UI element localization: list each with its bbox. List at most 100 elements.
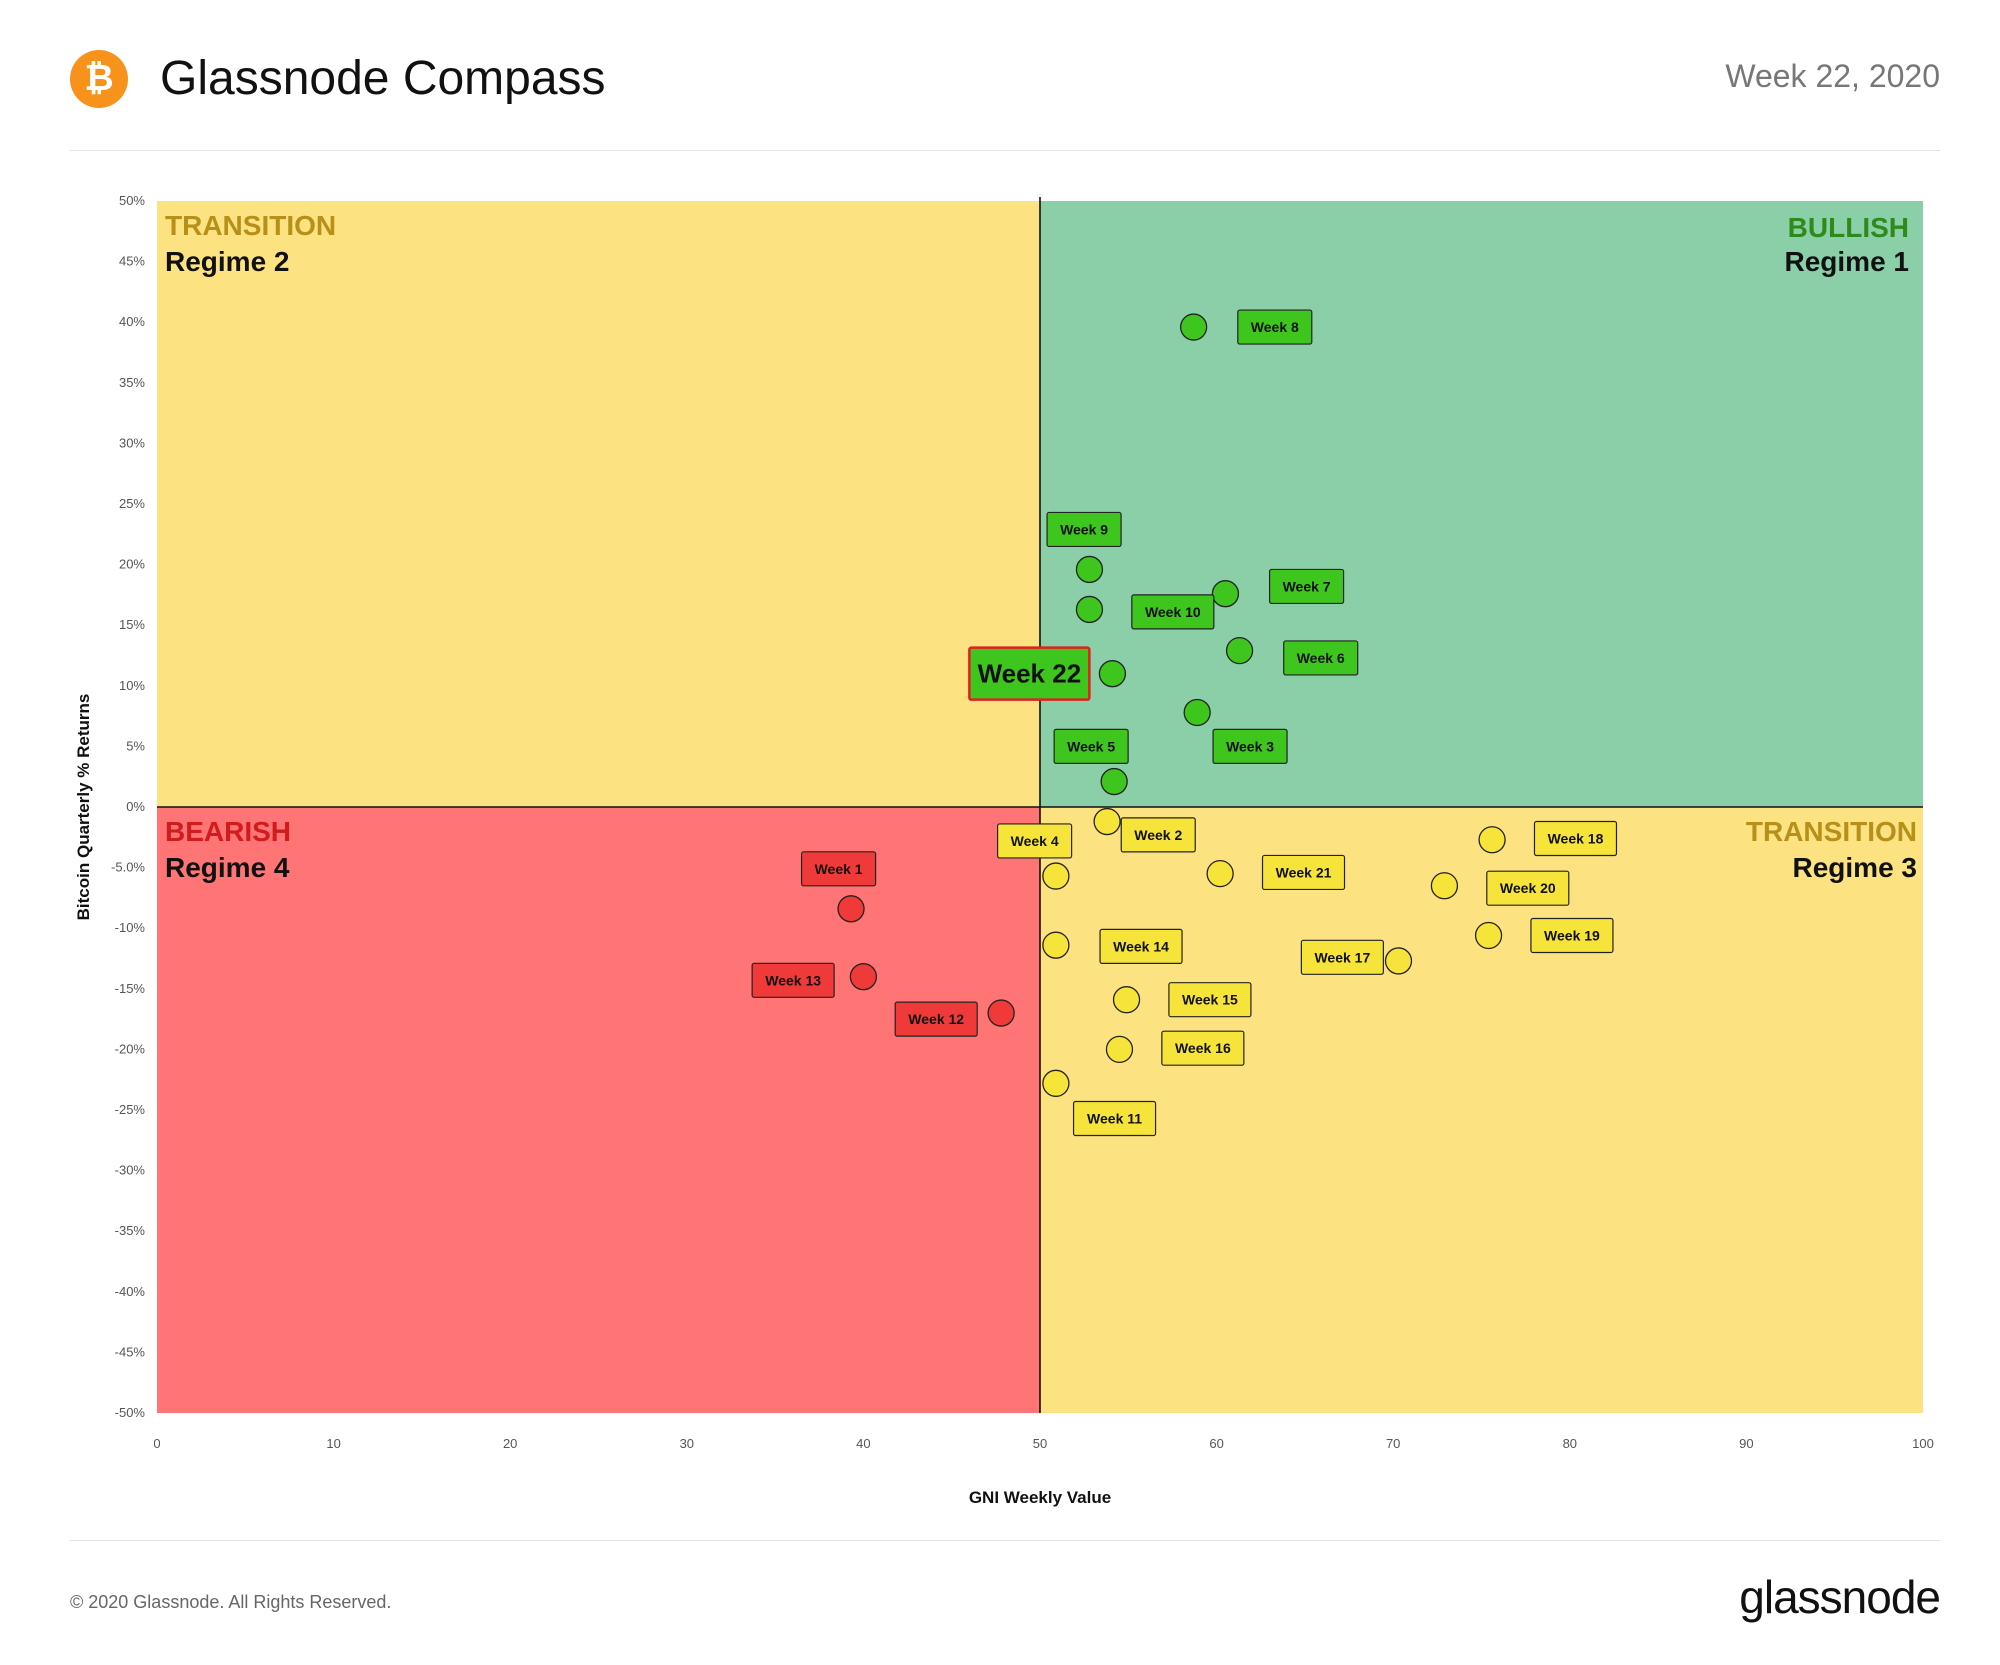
point-label-box: [894, 1001, 978, 1037]
point-label: Week 15: [1182, 992, 1238, 1008]
point-label: Week 18: [1548, 831, 1604, 847]
y-tick-label: -20%: [115, 1041, 146, 1056]
point-label: Week 8: [1251, 319, 1299, 335]
data-point-week-22: Week 22: [968, 646, 1127, 701]
point-label: Week 9: [1060, 521, 1108, 537]
point-label-box: [1120, 817, 1196, 853]
point-label-box: [1530, 917, 1614, 954]
point-label-box: [1283, 640, 1359, 676]
point-marker: [1179, 313, 1208, 341]
point-marker: [1075, 555, 1104, 584]
quadrant-regime-3: [1040, 807, 1923, 1413]
point-marker: [849, 963, 878, 991]
data-point-week-6: Week 6: [1225, 637, 1359, 676]
quadrant-regime-2: [157, 201, 1040, 807]
data-point-week-17: Week 17: [1300, 939, 1413, 975]
point-label-box: [1072, 1100, 1157, 1137]
point-label-box: [1053, 728, 1129, 765]
copyright-text: © 2020 Glassnode. All Rights Reserved.: [70, 1592, 392, 1612]
data-point-week-13: Week 13: [751, 962, 878, 998]
glassnode-logo: glassnode: [1739, 1571, 1941, 1623]
point-marker: [1093, 807, 1121, 836]
point-marker: [1211, 580, 1240, 608]
point-marker: [1474, 921, 1503, 950]
point-label: Week 5: [1067, 738, 1115, 754]
point-marker: [1112, 986, 1141, 1014]
point-label: Week 2: [1134, 827, 1182, 843]
data-point-week-15: Week 15: [1112, 982, 1252, 1018]
page-title: Glassnode Compass: [160, 52, 606, 105]
point-label: Week 19: [1544, 927, 1600, 943]
point-label-box: [1212, 728, 1288, 765]
point-label-box: [1099, 928, 1183, 964]
header: ₿ Glassnode Compass Week 22, 2020: [70, 40, 1940, 160]
point-label-box: [1168, 982, 1252, 1018]
data-point-week-16: Week 16: [1105, 1030, 1245, 1066]
q2-regime: Regime 2: [165, 246, 290, 277]
point-label-box: [997, 823, 1073, 859]
point-label: Week 1: [815, 861, 863, 877]
x-axis-title: GNI Weekly Value: [969, 1488, 1111, 1507]
data-point-week-21: Week 21: [1206, 854, 1346, 891]
y-axis-title: Bitcoin Quarterly % Returns: [74, 694, 93, 921]
x-tick-label: 80: [1563, 1436, 1577, 1451]
point-label: Week 11: [1087, 1110, 1142, 1126]
point-label-box: [751, 962, 835, 998]
data-point-week-2: Week 2: [1093, 807, 1196, 853]
y-tick-label: 10%: [119, 678, 145, 693]
x-tick-label: 90: [1739, 1436, 1753, 1451]
point-marker: [1042, 1069, 1070, 1097]
y-tick-label: 30%: [119, 435, 145, 450]
point-label: Week 4: [1011, 833, 1059, 849]
y-tick-label: -30%: [115, 1163, 146, 1178]
x-tick-label: 10: [326, 1436, 340, 1451]
point-marker: [837, 895, 865, 923]
x-tick-label: 70: [1386, 1436, 1400, 1451]
x-tick-label: 100: [1912, 1436, 1934, 1451]
point-label: Week 20: [1500, 880, 1556, 896]
data-point-week-11: Week 11: [1042, 1069, 1157, 1137]
point-label-box: [1161, 1030, 1245, 1066]
y-tick-label: -40%: [115, 1284, 146, 1299]
point-marker: [1105, 1035, 1134, 1064]
y-tick-label: 40%: [119, 314, 145, 329]
point-marker: [1042, 931, 1070, 959]
point-marker: [987, 999, 1015, 1027]
x-tick-label: 20: [503, 1436, 517, 1451]
point-label: Week 21: [1276, 864, 1332, 880]
point-label: Week 10: [1145, 604, 1201, 620]
y-tick-label: -5.0%: [111, 860, 145, 875]
data-point-week-9: Week 9: [1046, 511, 1122, 584]
bitcoin-logo-icon: ₿: [70, 50, 128, 108]
point-label: Week 6: [1297, 650, 1345, 666]
point-marker: [1075, 595, 1104, 624]
x-tick-label: 0: [153, 1436, 160, 1451]
y-tick-label: -15%: [115, 981, 146, 996]
point-label-box: [1486, 870, 1570, 906]
x-tick-label: 50: [1033, 1436, 1047, 1451]
point-label-box: [1300, 939, 1384, 975]
q4-regime: Regime 4: [165, 852, 290, 883]
point-label: Week 22: [978, 659, 1082, 689]
q3-name: TRANSITION: [1746, 816, 1917, 847]
quadrant-regime-4: [157, 807, 1040, 1413]
point-label-box: [968, 646, 1091, 701]
point-label-box: [1046, 511, 1122, 548]
point-marker: [1098, 660, 1127, 688]
y-tick-label: -10%: [115, 920, 146, 935]
y-tick-label: -35%: [115, 1223, 146, 1238]
q2-name: TRANSITION: [165, 210, 336, 241]
point-marker: [1206, 860, 1234, 888]
y-tick-label: 35%: [119, 375, 145, 390]
point-label-box: [1533, 820, 1618, 857]
point-marker: [1225, 637, 1254, 665]
y-tick-label: -50%: [115, 1405, 146, 1420]
y-tick-label: 25%: [119, 496, 145, 511]
point-label: Week 13: [765, 972, 821, 988]
y-tick-label: -45%: [115, 1344, 146, 1359]
y-tick-label: 20%: [119, 557, 145, 572]
point-marker: [1384, 947, 1413, 975]
data-point-week-5: Week 5: [1053, 728, 1129, 796]
data-point-week-12: Week 12: [894, 999, 1015, 1037]
